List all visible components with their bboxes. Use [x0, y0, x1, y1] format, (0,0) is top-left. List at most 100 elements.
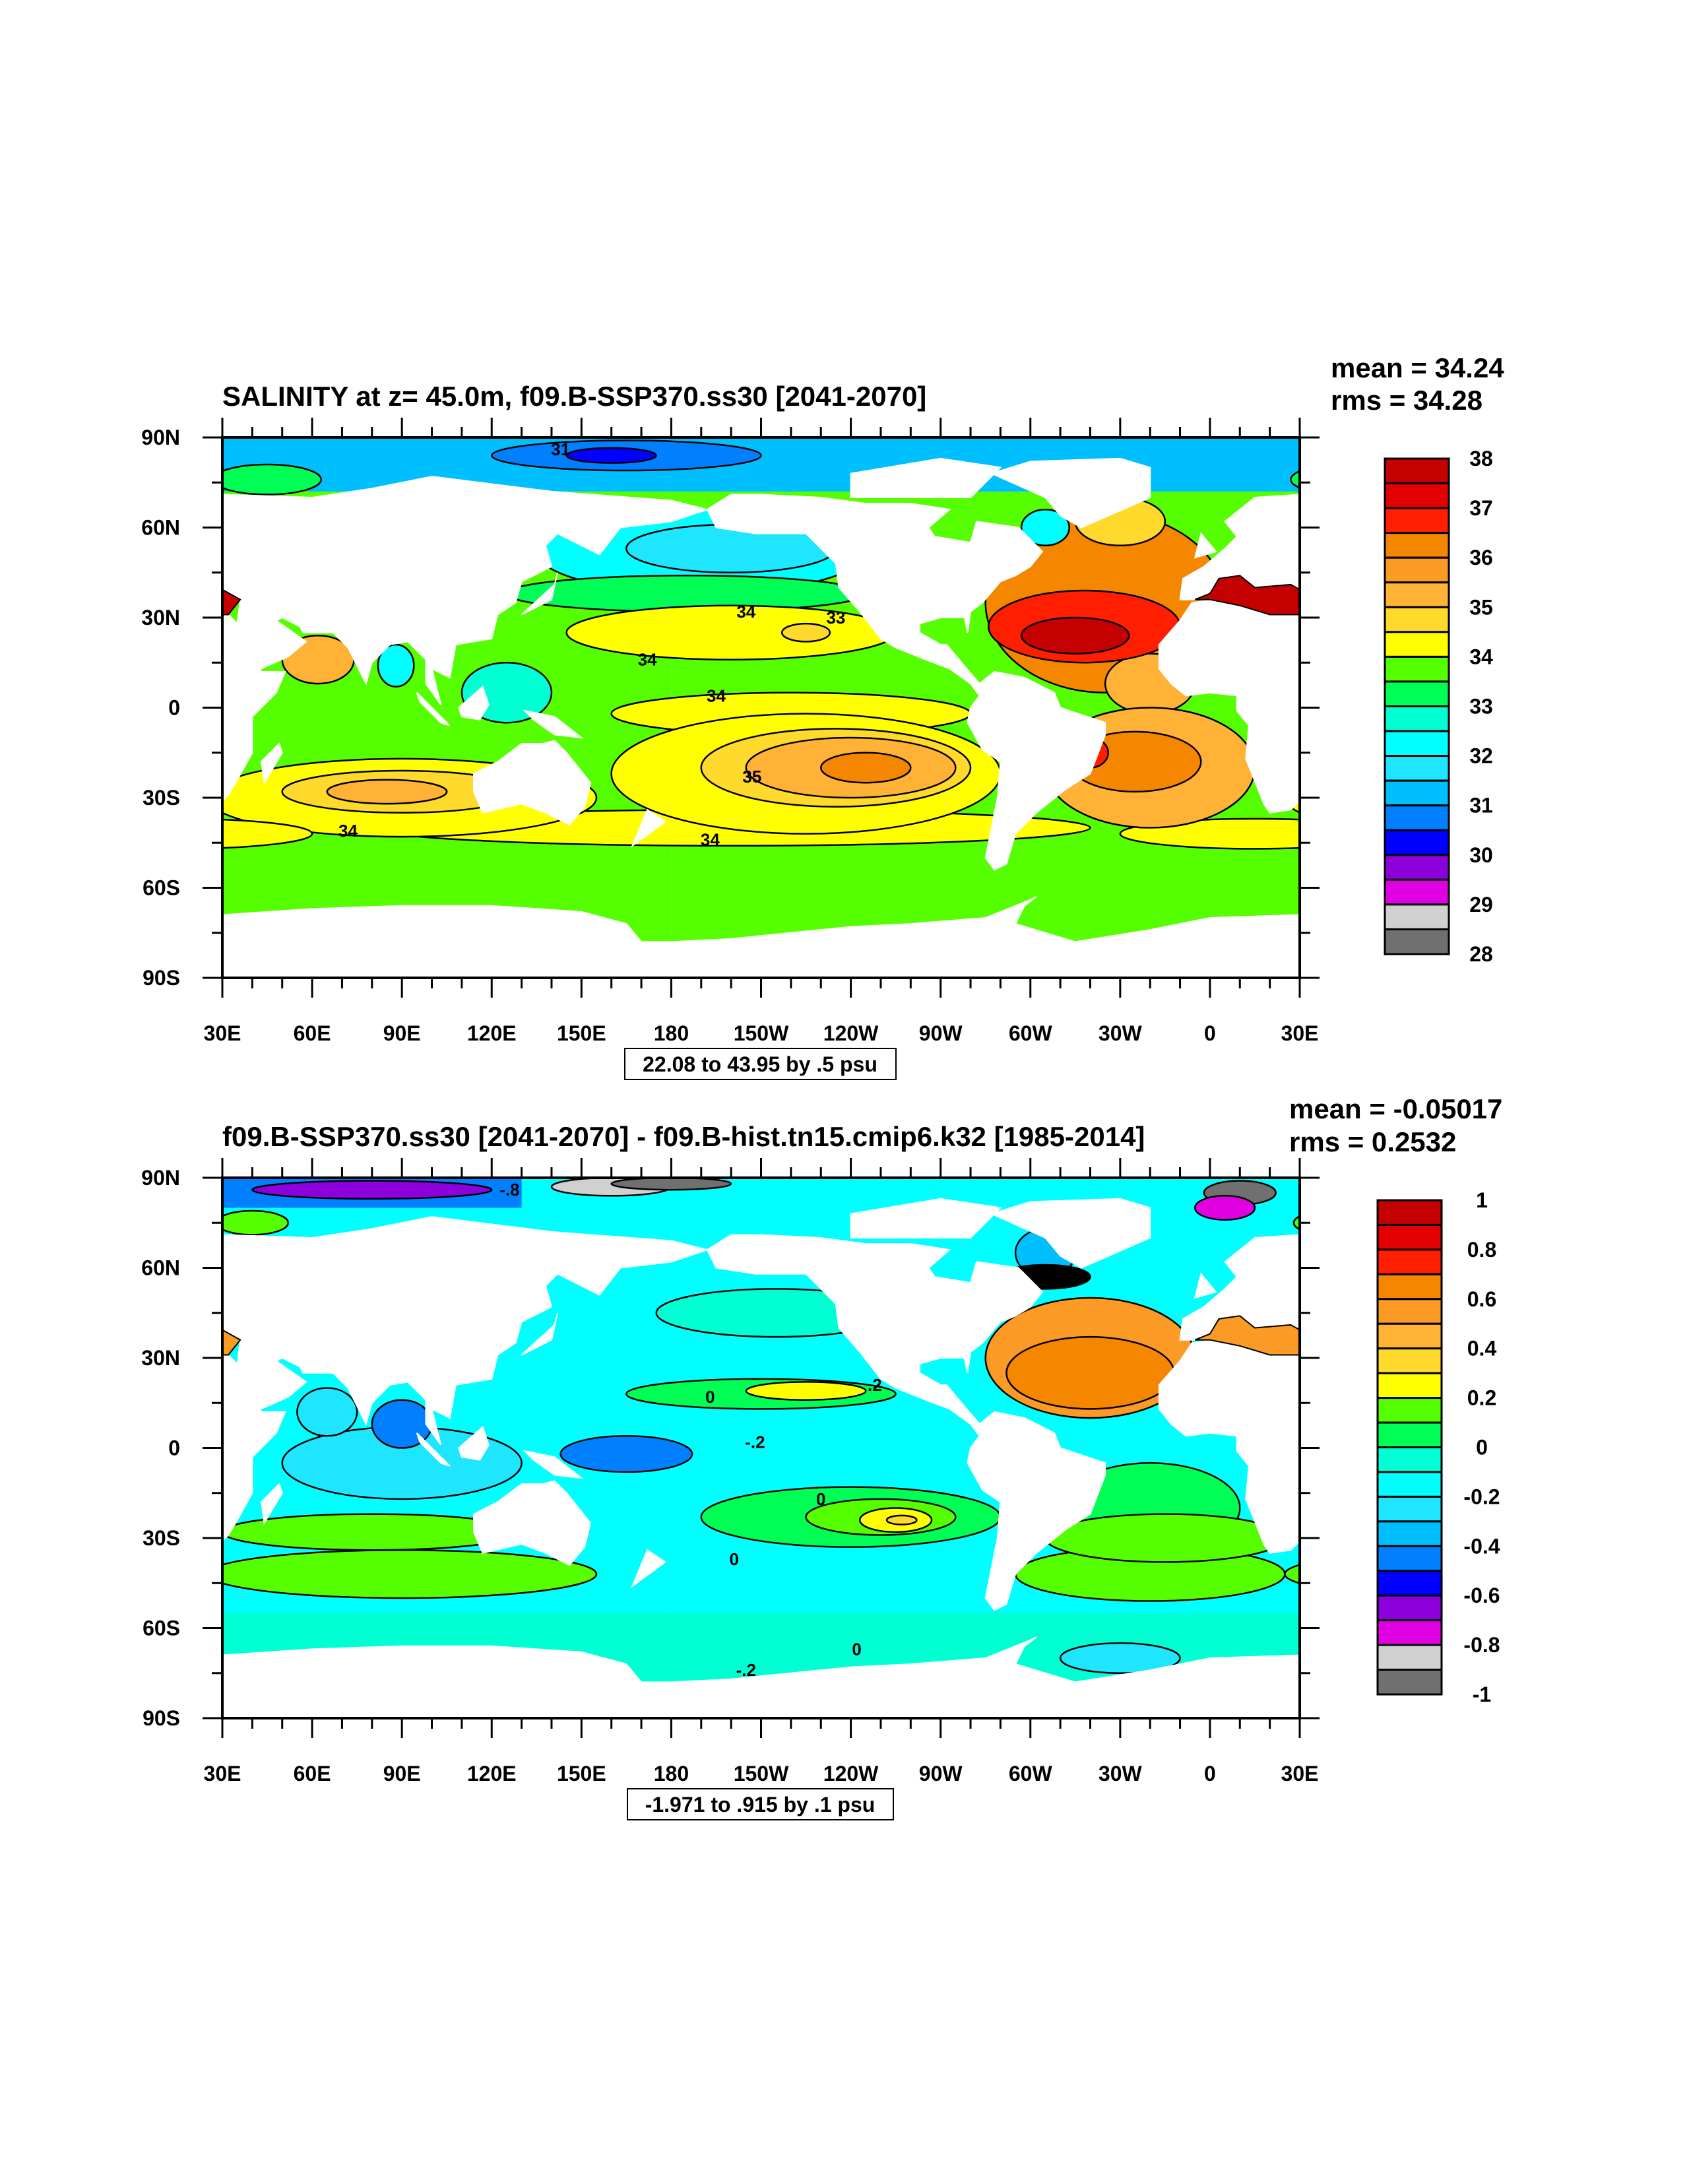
- x-tick-label: 30E: [204, 1021, 241, 1045]
- land-mask: [1536, 687, 1566, 720]
- y-tick-label: 30N: [141, 606, 180, 629]
- land-mask: [521, 1312, 559, 1356]
- salinity-field-region: [0, 732, 123, 792]
- salinity-field-region: [610, 1178, 732, 1191]
- y-tick-label: 60N: [141, 516, 180, 540]
- land-mask: [0, 1412, 28, 1610]
- colorbar-label: 0.8: [1467, 1238, 1496, 1262]
- contour-label: 31: [551, 439, 570, 459]
- land-mask: [1602, 711, 1659, 738]
- y-tick-label: 30S: [143, 786, 180, 810]
- salinity-field-region: [326, 779, 448, 805]
- colorbar-label: 38: [1469, 447, 1493, 470]
- y-tick-label: 90S: [143, 1706, 180, 1730]
- colorbar-label: 29: [1469, 893, 1493, 916]
- land-mask: [967, 670, 1106, 871]
- salinity-field-region: [1005, 1335, 1175, 1410]
- land-mask: [458, 1425, 490, 1461]
- salinity-field-region: [1044, 1513, 1286, 1563]
- salinity-field-region: [1584, 575, 1689, 612]
- y-tick-label: 30N: [141, 1346, 180, 1370]
- colorbar-box: [1384, 606, 1450, 633]
- colorbar-box: [1376, 1545, 1443, 1572]
- salinity-field-region: [1290, 470, 1300, 489]
- land-mask: [473, 1480, 592, 1566]
- land-mask: [850, 1198, 1002, 1238]
- salinity-field-region: [0, 513, 148, 693]
- colorbar-box: [1384, 631, 1450, 658]
- colorbar-label: 28: [1469, 942, 1493, 966]
- salinity-field-region: [222, 463, 322, 496]
- colorbar-box: [1384, 829, 1450, 856]
- contour-label: 33: [826, 608, 845, 627]
- panel-salinity: SALINITY at z= 45.0m, f09.B-SSP370.ss30 …: [0, 352, 1689, 1080]
- x-tick-label: 60W: [1009, 1021, 1053, 1045]
- map-area: 31 34 33 34 34 35 34 34: [0, 437, 1689, 978]
- salinity-field-region: [1194, 1195, 1256, 1221]
- colorbar-label: 1: [1476, 1188, 1488, 1212]
- colorbar-label: 32: [1469, 744, 1493, 768]
- land-mask: [1599, 1313, 1635, 1355]
- salinity-field-region: [1298, 1529, 1300, 1535]
- salinity-field-region: [0, 810, 13, 846]
- contour-label: 0: [705, 1387, 715, 1407]
- colorbar-box: [1376, 1471, 1443, 1498]
- x-tick-label: 120E: [467, 1021, 517, 1045]
- salinity-field-region: [377, 643, 415, 688]
- land-mask: [1339, 744, 1360, 783]
- colorbar-box: [1384, 532, 1450, 559]
- colorbar-box: [1376, 1199, 1443, 1226]
- colorbar-box: [1376, 1421, 1443, 1449]
- colorbar-box: [1384, 804, 1450, 831]
- land-mask: [0, 672, 28, 870]
- land-mask: [1194, 1272, 1217, 1299]
- salinity-field-region: [296, 1387, 358, 1437]
- land-mask: [222, 476, 710, 705]
- contour-label: 34: [638, 650, 657, 670]
- x-tick-label: 0: [1204, 1762, 1216, 1785]
- x-tick-label: 120W: [823, 1762, 879, 1785]
- land-mask: [1179, 1234, 1300, 1341]
- colorbar-box: [1384, 878, 1450, 906]
- salinity-field-region: [745, 1381, 867, 1401]
- land-mask: [1599, 573, 1635, 615]
- x-tick-label: 30E: [204, 1762, 241, 1785]
- salinity-field-region: [0, 618, 51, 654]
- y-tick-label: 90S: [143, 966, 180, 990]
- y-tick-label: 60N: [141, 1256, 180, 1280]
- mean-stat: mean = 34.24: [1331, 352, 1504, 383]
- land-mask: [670, 896, 1300, 978]
- salinity-field-region: [0, 1547, 207, 1601]
- salinity-field-region: [1644, 448, 1689, 463]
- salinity-field-region: [0, 738, 31, 768]
- x-tick-label: 60E: [294, 1021, 331, 1045]
- land-mask: [523, 1450, 584, 1479]
- land-mask: [706, 1234, 1044, 1425]
- colorbar-label: 0: [1476, 1436, 1488, 1460]
- info-text: 22.08 to 43.95 by .5 psu: [643, 1052, 877, 1076]
- contour-label: .2: [868, 1375, 882, 1395]
- colorbar-label: -0.4: [1463, 1534, 1500, 1558]
- x-tick-label: 30E: [1281, 1762, 1319, 1785]
- salinity-field-region: [559, 1435, 693, 1473]
- mean-stat: mean = -0.05017: [1289, 1093, 1502, 1124]
- mediterranean-region: [222, 589, 241, 616]
- land-mask: [260, 742, 283, 785]
- land-mask: [416, 1432, 451, 1467]
- x-tick-label: 90E: [383, 1021, 421, 1045]
- salinity-field-region: [222, 1209, 290, 1236]
- contour-label: -.2: [736, 1660, 756, 1680]
- colorbar-box: [1384, 705, 1450, 732]
- x-tick-label: 150W: [734, 1762, 789, 1785]
- land-mask: [0, 459, 73, 528]
- panel-title: SALINITY at z= 45.0m, f09.B-SSP370.ss30 …: [222, 381, 926, 412]
- x-tick-label: 60W: [1009, 1762, 1053, 1785]
- salinity-field-region: [1569, 441, 1689, 471]
- land-mask: [1602, 1451, 1659, 1478]
- land-mask: [706, 494, 1044, 685]
- salinity-field-region: [0, 1463, 162, 1553]
- land-mask: [989, 1198, 1151, 1269]
- panel-title: f09.B-SSP370.ss30 [2041-2070] - f09.B-hi…: [222, 1121, 1145, 1152]
- salinity-field-region: [1020, 616, 1130, 655]
